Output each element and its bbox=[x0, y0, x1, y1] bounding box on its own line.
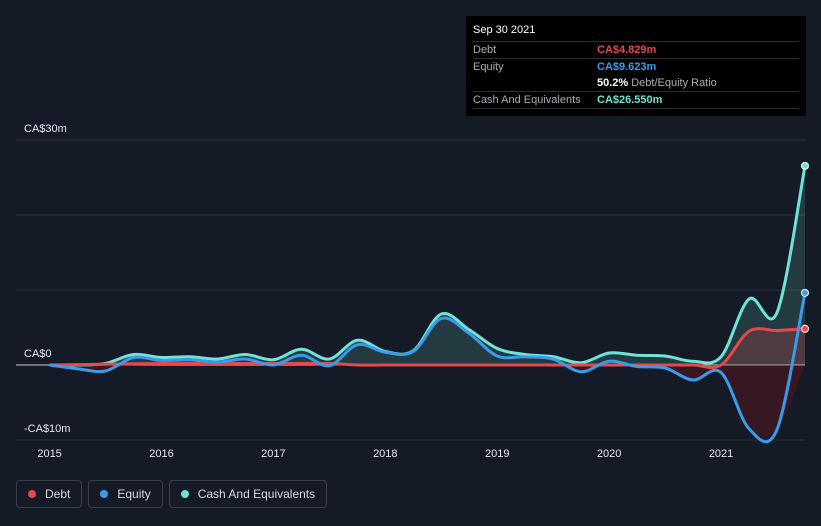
tooltip-cash-label: Cash And Equivalents bbox=[473, 94, 581, 106]
tooltip-debt-label: Debt bbox=[473, 44, 497, 56]
cash-and-equivalents-area bbox=[49, 165, 806, 366]
y-tick-label: -CA$10m bbox=[24, 423, 70, 435]
x-tick-label: 2021 bbox=[709, 448, 733, 460]
legend-item-debt[interactable]: Debt bbox=[16, 480, 83, 508]
tooltip-equity-label: Equity bbox=[473, 61, 504, 73]
tooltip-row-equity: Equity CA$9.623m bbox=[473, 58, 799, 75]
legend-equity-dot-icon bbox=[100, 490, 109, 498]
debt-area bbox=[49, 328, 806, 368]
tooltip-row-ratio: 50.2% Debt/Equity Ratio bbox=[473, 75, 799, 91]
grid-lines bbox=[16, 139, 805, 441]
tooltip-debt-value: CA$4.829m bbox=[597, 44, 657, 56]
chart-legend: Debt Equity Cash And Equivalents bbox=[16, 480, 328, 508]
x-axis-labels: 2015 2016 2017 2018 2019 2020 2021 bbox=[37, 448, 733, 460]
x-tick-label: 2016 bbox=[149, 448, 173, 460]
legend-cash-dot-icon bbox=[180, 490, 189, 498]
cash-and-equivalents-end-point bbox=[801, 161, 809, 170]
end-markers bbox=[801, 161, 809, 333]
legend-cash-label: Cash And Equivalents bbox=[197, 487, 316, 501]
x-tick-label: 2018 bbox=[373, 448, 397, 460]
tooltip-equity-value: CA$9.623m bbox=[597, 61, 657, 73]
legend-item-cash[interactable]: Cash And Equivalents bbox=[168, 480, 328, 508]
tooltip-cash-value: CA$26.550m bbox=[597, 94, 663, 106]
legend-equity-label: Equity bbox=[117, 487, 151, 501]
tooltip-panel: Sep 30 2021 Debt CA$4.829m Equity CA$9.6… bbox=[466, 16, 806, 116]
x-tick-label: 2017 bbox=[261, 448, 285, 460]
tooltip-row-cash: Cash And Equivalents CA$26.550m bbox=[473, 91, 799, 109]
equity-line bbox=[49, 292, 807, 444]
legend-debt-dot-icon bbox=[28, 490, 36, 498]
y-axis-labels: CA$30m CA$0 -CA$10m bbox=[24, 123, 70, 435]
legend-debt-label: Debt bbox=[45, 487, 71, 501]
x-tick-label: 2015 bbox=[37, 448, 61, 460]
equity-end-point bbox=[801, 288, 809, 297]
x-tick-label: 2020 bbox=[597, 448, 621, 460]
equity-negative-area bbox=[49, 364, 806, 437]
series-lines bbox=[49, 165, 807, 444]
x-tick-label: 2019 bbox=[485, 448, 509, 460]
cash-and-equivalents-line bbox=[49, 165, 807, 367]
debt-line bbox=[49, 327, 806, 369]
debt-end-point bbox=[801, 324, 809, 333]
legend-item-equity[interactable]: Equity bbox=[88, 480, 163, 508]
tooltip-ratio-sublabel: Debt/Equity Ratio bbox=[631, 77, 717, 89]
y-tick-label: CA$30m bbox=[24, 123, 67, 135]
tooltip-date: Sep 30 2021 bbox=[473, 24, 536, 36]
tooltip-ratio-value: 50.2% bbox=[597, 77, 629, 89]
series-areas bbox=[49, 165, 806, 437]
y-tick-label: CA$0 bbox=[24, 348, 52, 360]
tooltip-row-debt: Debt CA$4.829m bbox=[473, 41, 799, 58]
